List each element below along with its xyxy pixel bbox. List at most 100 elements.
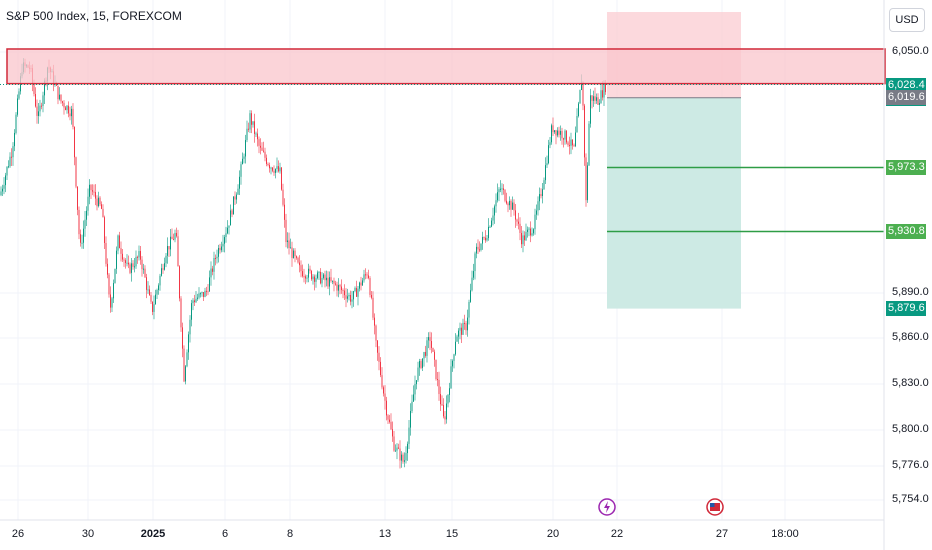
candle-body xyxy=(240,164,242,177)
candle-body xyxy=(323,274,324,278)
candle-body xyxy=(56,83,57,86)
take-profit-2-tag-value: 5,930.8 xyxy=(888,225,925,238)
candle-body xyxy=(191,303,192,320)
candle-body xyxy=(356,287,357,297)
entry-price-tag[interactable]: 6,019.6 xyxy=(886,90,926,106)
candle-body xyxy=(5,175,6,186)
candle-body xyxy=(117,235,119,251)
candle-body xyxy=(320,271,321,284)
candle-body xyxy=(422,358,423,368)
candle-body xyxy=(432,347,434,352)
candle-body xyxy=(369,278,371,295)
candle-body xyxy=(443,405,444,417)
candle-body xyxy=(420,361,422,368)
candle-body xyxy=(330,277,332,281)
candle-body xyxy=(327,277,329,287)
candle-body xyxy=(519,223,521,233)
candle-body xyxy=(360,282,362,286)
candle-body xyxy=(278,166,279,172)
candle-body xyxy=(183,348,185,382)
candle-body xyxy=(195,298,197,303)
candle-body xyxy=(302,271,303,277)
candle-body xyxy=(384,393,386,401)
candle-body xyxy=(557,130,558,136)
date-tick-label: 8 xyxy=(286,528,294,540)
currency-button[interactable]: USD xyxy=(889,8,925,32)
candle-body xyxy=(501,188,503,190)
candle-body xyxy=(87,196,89,211)
candle-body xyxy=(149,289,150,296)
candle-body xyxy=(429,337,431,342)
take-profit-2-tag[interactable]: 5,930.8 xyxy=(886,224,926,240)
symbol-title[interactable]: S&P 500 Index, 15, FOREXCOM xyxy=(6,9,182,23)
candle-body xyxy=(282,189,284,205)
candle-body xyxy=(273,170,275,173)
candle-body xyxy=(308,268,309,278)
candle-body xyxy=(324,274,326,281)
candle-body xyxy=(513,202,515,211)
candle-body xyxy=(416,380,417,385)
candle-body xyxy=(581,82,582,91)
candle-body xyxy=(474,253,476,272)
candle-body xyxy=(218,247,219,257)
candle-body xyxy=(471,277,473,291)
candle-body xyxy=(512,202,513,210)
event-markers[interactable] xyxy=(598,498,724,516)
candle-body xyxy=(236,194,237,200)
candle-body xyxy=(461,327,462,335)
candle-body xyxy=(483,237,485,239)
candle-body xyxy=(293,250,294,259)
candle-body xyxy=(84,219,86,229)
candle-body xyxy=(551,125,552,143)
candle-body xyxy=(239,176,240,189)
candle-body xyxy=(272,167,273,171)
price-tick-label: 5,754.0 xyxy=(892,493,929,505)
candle-body xyxy=(164,263,165,270)
candle-body xyxy=(455,341,456,355)
candle-body xyxy=(546,163,548,166)
candle-body xyxy=(305,276,306,279)
candle-body xyxy=(287,240,288,243)
candle-body xyxy=(225,233,227,238)
candle-body xyxy=(143,268,144,270)
candle-body xyxy=(470,290,471,302)
candle-body xyxy=(173,239,174,241)
candle-body xyxy=(306,277,308,279)
candle-body xyxy=(425,352,426,356)
candle-body xyxy=(336,284,338,291)
candle-body xyxy=(267,163,269,166)
candle-body xyxy=(68,105,69,114)
candle-body xyxy=(264,151,266,158)
candle-body xyxy=(414,384,416,395)
candle-body xyxy=(363,274,365,281)
candle-body xyxy=(485,237,486,241)
candle-body xyxy=(209,277,210,292)
candle-body xyxy=(105,243,107,264)
candle-body xyxy=(404,460,405,462)
candle-body xyxy=(276,166,278,169)
candle-body xyxy=(233,196,234,215)
candle-body xyxy=(591,95,593,101)
candle-body xyxy=(578,103,579,117)
candle-body xyxy=(131,263,132,273)
candle-body xyxy=(129,264,131,273)
candle-body xyxy=(41,105,42,107)
candle-body xyxy=(564,130,566,140)
candle-body xyxy=(345,295,347,299)
candle-body xyxy=(366,274,368,276)
target-zone-bottom-tag[interactable]: 5,879.6 xyxy=(886,301,926,317)
candle-body xyxy=(579,90,581,104)
candle-body xyxy=(270,167,272,169)
take-profit-1-tag[interactable]: 5,973.3 xyxy=(886,160,926,176)
candle-body xyxy=(128,262,129,265)
candle-body xyxy=(261,147,263,151)
candle-body xyxy=(123,259,125,261)
candle-body xyxy=(594,96,596,101)
candle-body xyxy=(168,246,170,250)
candle-body xyxy=(285,219,287,243)
candle-body xyxy=(86,210,87,220)
candle-body xyxy=(573,145,575,147)
candle-body xyxy=(521,232,522,245)
candle-body xyxy=(90,184,92,191)
